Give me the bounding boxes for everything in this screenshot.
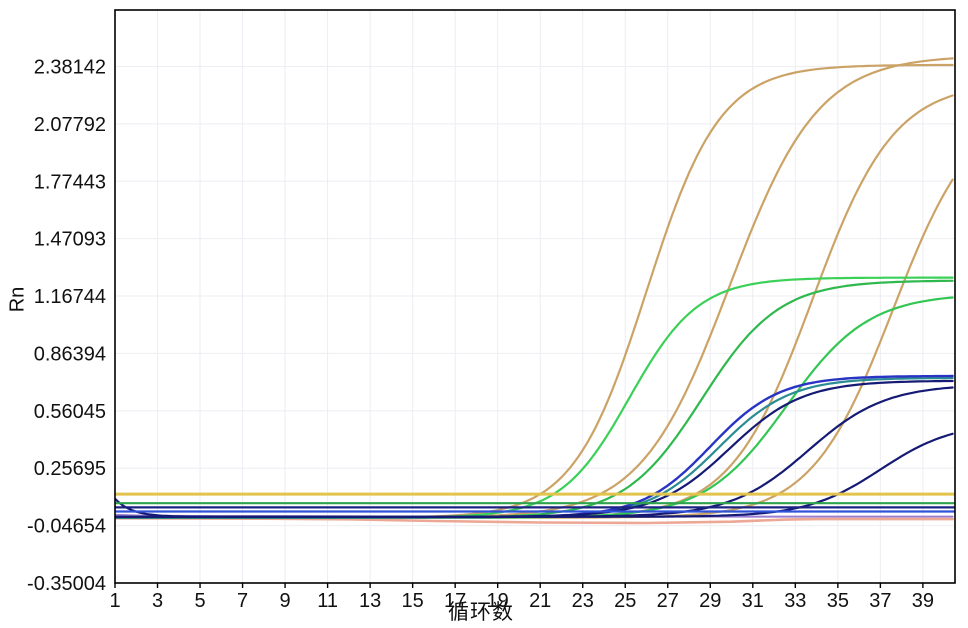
x-tick-label: 11 (317, 590, 338, 612)
y-tick-label: 2.07792 (34, 114, 106, 136)
y-tick-label: 1.16744 (34, 286, 106, 308)
x-tick-label: 39 (912, 590, 934, 612)
x-tick-label: 1 (109, 590, 120, 612)
x-tick-label: 7 (237, 590, 248, 612)
y-tick-label: 0.56045 (34, 401, 106, 423)
x-tick-label: 3 (152, 590, 163, 612)
x-tick-label: 9 (280, 590, 291, 612)
y-tick-label: 0.25695 (34, 458, 106, 480)
y-axis-title: Rn (6, 286, 29, 313)
curve-baseline-salmon (115, 517, 954, 525)
x-tick-label: 5 (194, 590, 205, 612)
x-tick-label: 35 (827, 590, 849, 612)
y-tick-label: 2.38142 (34, 56, 106, 78)
y-tick-label: -0.04654 (27, 516, 106, 538)
x-tick-label: 29 (699, 590, 721, 612)
x-axis-title: 循环数 (448, 601, 514, 624)
plot-border (114, 9, 956, 584)
x-tick-label: 27 (657, 590, 679, 612)
x-tick-label: 21 (529, 590, 551, 612)
x-tick-label: 37 (869, 590, 891, 612)
y-tick-label: 1.47093 (34, 229, 106, 251)
y-tick-label: 0.86394 (34, 343, 106, 365)
x-tick-label: 23 (572, 590, 594, 612)
x-tick-label: 13 (359, 590, 381, 612)
x-tick-label: 31 (742, 590, 764, 612)
y-tick-label: 1.77443 (34, 171, 106, 193)
x-tick-label: 17 (444, 590, 466, 612)
x-tick-label: 15 (402, 590, 424, 612)
y-tick-label: -0.35004 (27, 573, 106, 595)
x-tick-label: 33 (784, 590, 806, 612)
x-tick-label: 25 (614, 590, 636, 612)
x-tick-label: 19 (487, 590, 509, 612)
